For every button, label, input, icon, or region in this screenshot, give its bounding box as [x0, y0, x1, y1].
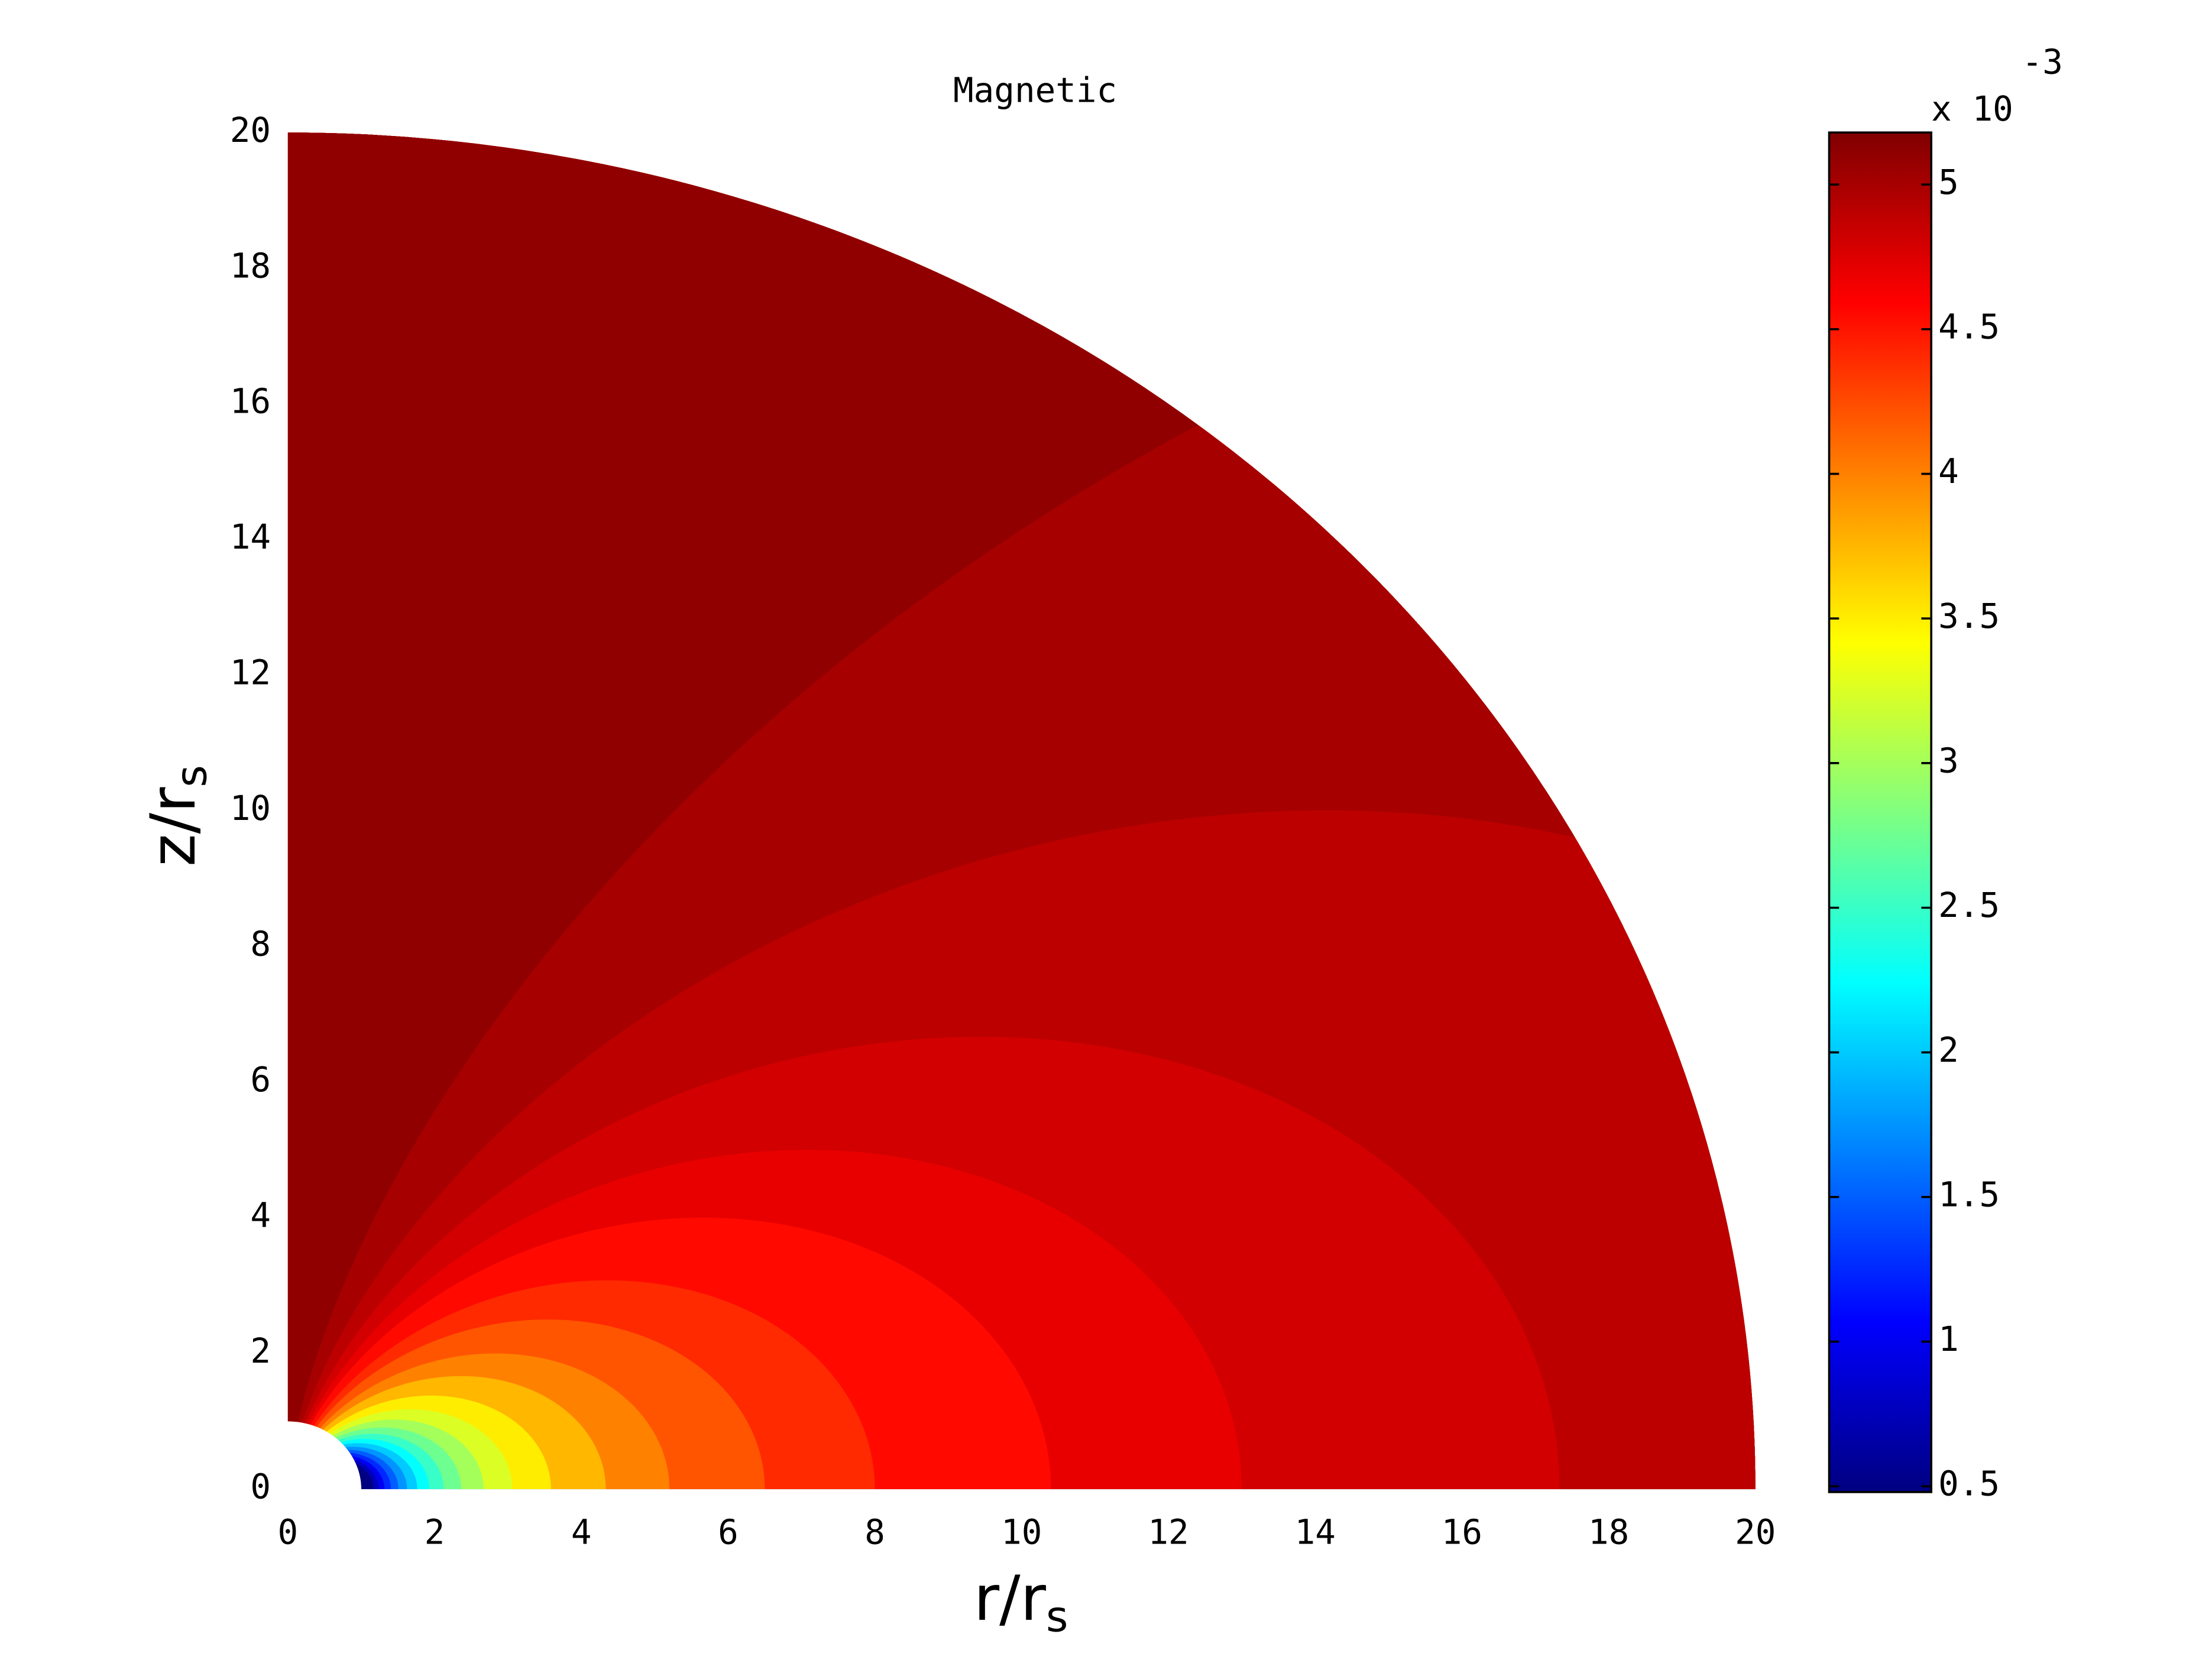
colorbar-exponent: -3: [2022, 43, 2063, 82]
x-tick-label: 2: [425, 1512, 445, 1552]
colorbar-tick-label: 3.5: [1938, 596, 2000, 636]
colorbar-tick-label: 2: [1938, 1030, 1959, 1070]
y-tick-label: 18: [230, 246, 271, 286]
colorbar-tick-label: 3: [1938, 741, 1959, 780]
x-tick-label: 12: [1148, 1512, 1188, 1552]
y-label-subscript: s: [166, 765, 216, 787]
x-label-subscript: s: [1046, 1591, 1068, 1641]
colorbar-multiplier: x 10: [1931, 89, 2013, 129]
x-label-text: r/r: [974, 1562, 1047, 1635]
x-tick-label: 0: [277, 1512, 298, 1552]
colorbar-tick-label: 4: [1938, 452, 1959, 491]
inner-disk: [287, 1421, 361, 1490]
colorbar-tick-label: 0.5: [1938, 1464, 2000, 1504]
colorbar-tick-label: 2.5: [1938, 886, 2000, 925]
x-tick-label: 10: [1001, 1512, 1042, 1552]
y-tick-label: 2: [250, 1331, 271, 1371]
x-tick-label: 18: [1588, 1512, 1629, 1552]
y-tick-label: 8: [250, 925, 271, 964]
x-tick-label: 14: [1295, 1512, 1336, 1552]
colorbar-tick-label: 1.5: [1938, 1175, 2000, 1214]
x-tick-label: 8: [864, 1512, 885, 1552]
y-tick-label: 6: [250, 1060, 271, 1100]
colorbar-tick-label: 5: [1938, 163, 1959, 202]
x-axis-label: r/rs: [974, 1562, 1068, 1642]
y-tick-label: 4: [250, 1196, 271, 1236]
y-tick-label: 20: [230, 111, 271, 150]
chart-title: Magnetic: [953, 71, 1117, 111]
x-tick-label: 4: [571, 1512, 592, 1552]
y-label-text: z/r: [137, 787, 209, 867]
colorbar-tick-label: 4.5: [1938, 307, 2000, 346]
colorbar: [1828, 131, 1932, 1493]
y-tick-label: 10: [230, 789, 271, 828]
y-tick-label: 0: [250, 1467, 271, 1507]
y-tick-label: 14: [230, 517, 271, 557]
x-tick-label: 6: [718, 1512, 739, 1552]
y-tick-label: 12: [230, 653, 271, 693]
y-axis-label: z/rs: [137, 765, 216, 867]
y-tick-label: 16: [230, 382, 271, 422]
x-tick-label: 16: [1442, 1512, 1482, 1552]
x-tick-label: 20: [1735, 1512, 1776, 1552]
colorbar-tick-label: 1: [1938, 1319, 1959, 1359]
